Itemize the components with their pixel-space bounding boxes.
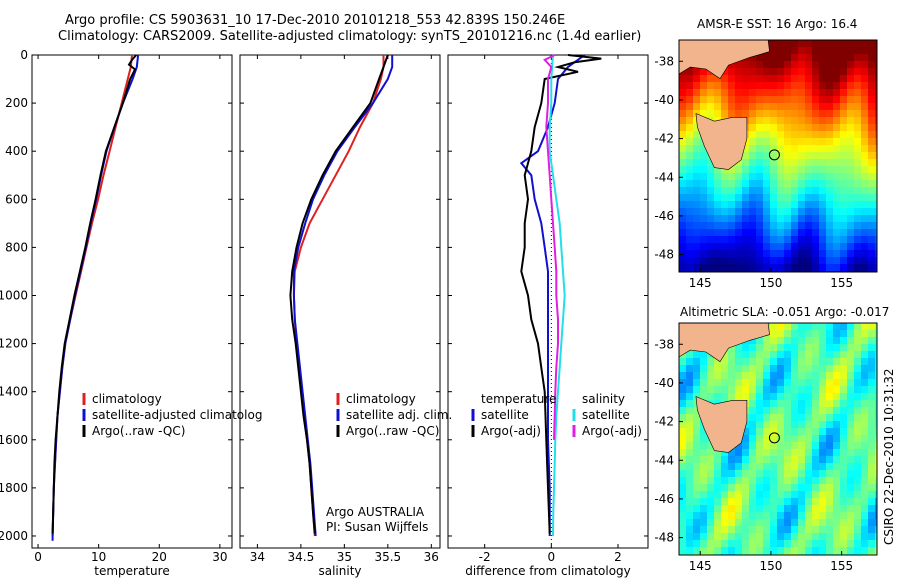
difference-series-line bbox=[548, 54, 566, 537]
difference-series-line bbox=[543, 54, 559, 440]
argo-float-marker bbox=[768, 149, 780, 161]
temperature-series-line bbox=[51, 54, 133, 537]
sla_map-xtick-label: 155 bbox=[830, 559, 853, 573]
depth-tick-label: 1200 bbox=[0, 337, 28, 351]
argo-credit-annotation: PI: Susan Wijffels bbox=[326, 520, 428, 534]
salinity-xtick-label: 34 bbox=[250, 550, 265, 564]
difference-xlabel: difference from climatology bbox=[465, 564, 631, 578]
depth-tick-label: 600 bbox=[5, 192, 28, 206]
depth-tick-label: 1800 bbox=[0, 481, 28, 495]
depth-tick-label: 1400 bbox=[0, 385, 28, 399]
temperature-legend-label: Argo(..raw -QC) bbox=[92, 424, 185, 438]
diff-salinity-legend-label: Argo(-adj) bbox=[582, 424, 642, 438]
sla_map-field bbox=[679, 323, 877, 555]
salinity-legend-label: climatology bbox=[346, 392, 416, 406]
diff-temperature-legend-label: Argo(-adj) bbox=[481, 424, 541, 438]
depth-tick-label: 0 bbox=[20, 48, 28, 62]
sla_map-ytick-label: -44 bbox=[654, 453, 674, 467]
tasmania-land bbox=[695, 395, 748, 453]
sla_map-xtick-label: 145 bbox=[689, 559, 712, 573]
depth-tick-label: 1000 bbox=[0, 288, 28, 302]
salinity-xtick-label: 35 bbox=[337, 550, 352, 564]
depth-tick-label: 400 bbox=[5, 144, 28, 158]
depth-tick-label: 800 bbox=[5, 240, 28, 254]
argo-credit-annotation: Argo AUSTRALIA bbox=[326, 505, 425, 519]
chart-title-line2: Climatology: CARS2009. Satellite-adjuste… bbox=[58, 29, 642, 44]
sla_map-xtick-label: 150 bbox=[759, 559, 782, 573]
tasmania-land bbox=[695, 112, 748, 170]
depth-tick-label: 200 bbox=[5, 96, 28, 110]
temperature-frame bbox=[31, 54, 233, 549]
temperature-legend-label: satellite-adjusted climatolog bbox=[92, 408, 262, 422]
sst_map-xtick-label: 145 bbox=[689, 276, 712, 290]
temperature-xtick-label: 10 bbox=[91, 550, 106, 564]
chart-title-line1: Argo profile: CS 5903631_10 17-Dec-2010 … bbox=[65, 13, 566, 28]
difference-series-line bbox=[520, 54, 602, 534]
diff-temperature-legend-label: temperature bbox=[481, 392, 556, 406]
sst_map-ytick-label: -46 bbox=[654, 209, 674, 223]
temperature-xlabel: temperature bbox=[94, 564, 169, 578]
sst_map-ytick-label: -40 bbox=[654, 93, 674, 107]
salinity-series-line bbox=[292, 55, 385, 537]
diff-temperature-legend-label: satellite bbox=[481, 408, 529, 422]
diff-salinity-legend-label: satellite bbox=[582, 408, 630, 422]
sst_map-xtick-label: 150 bbox=[759, 276, 782, 290]
temperature-xtick-label: 30 bbox=[212, 550, 227, 564]
salinity-legend-label: Argo(..raw -QC) bbox=[346, 424, 439, 438]
difference-xtick-label: -2 bbox=[479, 550, 491, 564]
difference-series-line bbox=[519, 54, 586, 536]
sst_map-ytick-label: -48 bbox=[654, 248, 674, 262]
sst_map-ytick-label: -44 bbox=[654, 170, 674, 184]
salinity-xlabel: salinity bbox=[318, 564, 361, 578]
argo-float-marker bbox=[768, 432, 780, 444]
sla_map-ytick-label: -40 bbox=[654, 376, 674, 390]
sla_map-ytick-label: -48 bbox=[654, 531, 674, 545]
sst-map-title: AMSR-E SST: 16 Argo: 16.4 bbox=[697, 17, 858, 31]
sst_map-field bbox=[679, 40, 877, 272]
temperature-series-line bbox=[51, 54, 137, 534]
temperature-legend-label: climatology bbox=[92, 392, 162, 406]
mainland-land bbox=[679, 40, 770, 80]
temperature-xtick-label: 20 bbox=[152, 550, 167, 564]
salinity-series-line bbox=[289, 54, 389, 534]
salinity-xtick-label: 35.5 bbox=[374, 550, 401, 564]
mainland-land bbox=[679, 323, 770, 363]
depth-tick-label: 1600 bbox=[0, 433, 28, 447]
salinity-legend-label: satellite adj. clim. bbox=[346, 408, 452, 422]
sst_map-ytick-label: -42 bbox=[654, 132, 674, 146]
sla_map-ytick-label: -46 bbox=[654, 492, 674, 506]
salinity-frame bbox=[239, 54, 441, 549]
salinity-panel: 34 34.5 35 35.5 36 salinity climatology satelli… bbox=[239, 54, 452, 578]
temperature-xtick-label: 0 bbox=[34, 550, 42, 564]
depth-tick-label: 2000 bbox=[0, 529, 28, 543]
temperature-series-line bbox=[51, 54, 140, 541]
sla_map-ytick-label: -38 bbox=[654, 337, 674, 351]
difference-xtick-label: 2 bbox=[614, 550, 622, 564]
difference-xtick-label: 0 bbox=[548, 550, 556, 564]
sst_map-panel: -38 -40 -42 -44 -46 -48 145 150 155 bbox=[654, 39, 878, 290]
sla_map-ytick-label: -42 bbox=[654, 415, 674, 429]
sla_map-frame bbox=[678, 322, 878, 556]
salinity-xtick-label: 36 bbox=[424, 550, 439, 564]
sla-map-title: Altimetric SLA: -0.051 Argo: -0.017 bbox=[680, 305, 890, 319]
temperature-panel: 0 10 20 30 temperature 0 200 400 600 800 1000 1200 1… bbox=[0, 48, 262, 578]
sst_map-frame bbox=[678, 39, 878, 273]
sst_map-xtick-label: 155 bbox=[830, 276, 853, 290]
salinity-xtick-label: 34.5 bbox=[288, 550, 315, 564]
sla_map-panel: -38 -40 -42 -44 -46 -48 145 150 155 bbox=[654, 322, 878, 573]
sst_map-ytick-label: -38 bbox=[654, 54, 674, 68]
difference-frame bbox=[447, 54, 649, 549]
diff-salinity-legend-label: salinity bbox=[582, 392, 625, 406]
